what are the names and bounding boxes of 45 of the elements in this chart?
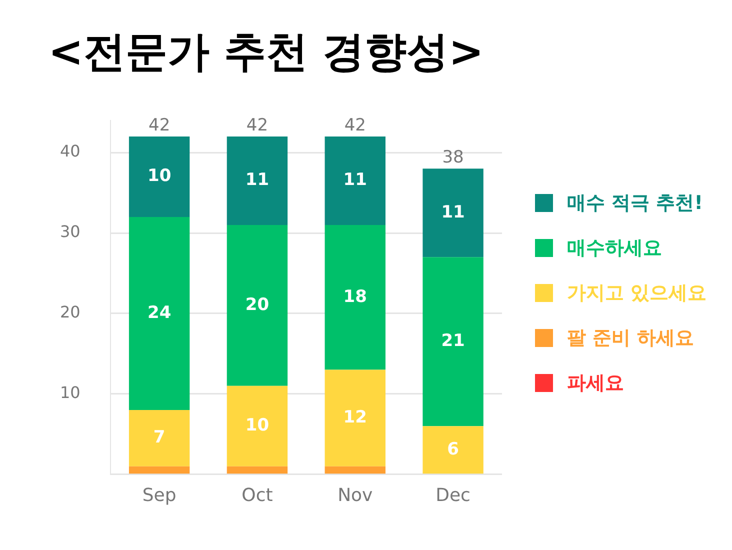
total-label: 42 (246, 115, 268, 136)
y-tick-label: 40 (60, 142, 80, 161)
bar (226, 386, 288, 466)
legend-label: 가지고 있으세요 (567, 281, 707, 306)
bar (422, 426, 484, 474)
bar (128, 410, 190, 466)
y-tick-label: 30 (60, 222, 80, 242)
data-label: 11 (245, 170, 270, 190)
x-tick-label: Oct (242, 484, 273, 506)
bar (128, 216, 190, 410)
y-tick-label: 20 (60, 302, 80, 322)
bar (128, 136, 190, 217)
bar (422, 257, 484, 426)
legend-label: 매수 적극 추천! (567, 191, 703, 216)
legend-label: 팔 준비 하세요 (567, 326, 694, 351)
bar (226, 136, 288, 225)
data-label: 10 (245, 416, 270, 436)
bar (324, 136, 386, 225)
chart-title: <전문가 추천 경향성> (48, 27, 484, 76)
total-label: 42 (344, 115, 366, 136)
bar (422, 168, 484, 258)
bar (324, 224, 386, 370)
data-label: 12 (343, 408, 367, 428)
data-label: 24 (147, 302, 172, 323)
data-label: 11 (343, 170, 367, 190)
total-label: 38 (442, 148, 464, 168)
data-label: 20 (245, 294, 270, 315)
bar (226, 466, 288, 474)
data-label: 7 (153, 428, 166, 448)
legend-label: 매수하세요 (567, 236, 662, 261)
total-label: 42 (148, 115, 170, 136)
data-label: 6 (447, 439, 459, 460)
data-label: 21 (441, 331, 465, 352)
y-tick-label: 10 (60, 383, 80, 402)
x-tick-label: Nov (338, 484, 374, 506)
bar (226, 224, 288, 386)
data-label: 10 (147, 166, 172, 186)
legend-label: 파세요 (567, 371, 624, 396)
bar (324, 466, 386, 474)
data-label: 11 (441, 202, 465, 222)
x-tick-label: Dec (436, 484, 470, 506)
data-label: 18 (343, 286, 367, 307)
x-tick-label: Sep (142, 484, 176, 506)
bar (128, 466, 190, 474)
bar (324, 370, 386, 466)
